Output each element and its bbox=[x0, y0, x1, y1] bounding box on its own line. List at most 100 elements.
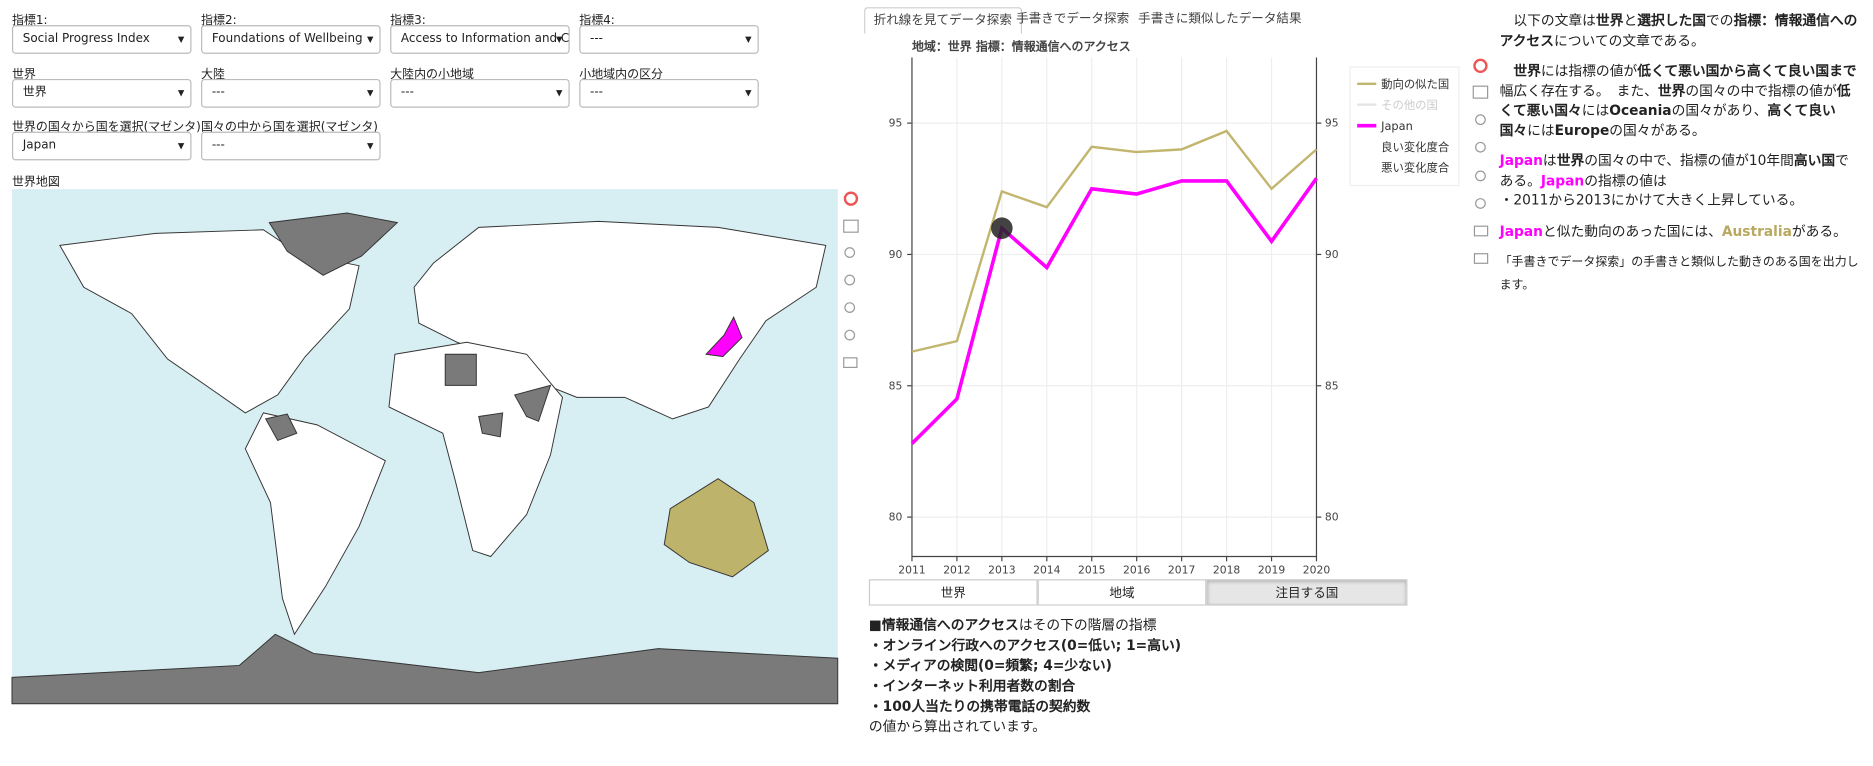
text-segment: Australia bbox=[1721, 222, 1792, 239]
chart-toolbar bbox=[1472, 58, 1489, 264]
text-segment: 世界 bbox=[1657, 81, 1686, 99]
select-tool[interactable] bbox=[844, 274, 856, 286]
dropdown[interactable]: Social Progress Index bbox=[11, 25, 192, 54]
logo bbox=[843, 191, 859, 206]
select-tool[interactable] bbox=[1475, 141, 1486, 153]
paragraph: ・2011から2013にかけて大きく上昇している。 bbox=[1500, 190, 1861, 210]
reset-tool[interactable] bbox=[844, 329, 856, 341]
dropdown[interactable]: Japan bbox=[11, 131, 192, 161]
paragraph: ・メディアの検閲(0=頻繁; 4=少ない) bbox=[869, 656, 1181, 676]
hover-tool[interactable] bbox=[843, 357, 858, 369]
text-segment: 高くて良い国々 bbox=[1499, 101, 1836, 139]
highlight-point bbox=[991, 217, 1013, 239]
text-segment: Europe bbox=[1554, 121, 1610, 139]
button[interactable]: 地域 bbox=[1037, 579, 1207, 606]
paragraph: 世界には指標の値が低くて悪い国から高くて良い国まで幅広く存在する。 また、世界の… bbox=[1500, 61, 1861, 140]
zoom-tool[interactable] bbox=[1475, 114, 1486, 126]
dropdown[interactable]: Access to Information and Co bbox=[390, 25, 570, 54]
wheel-zoom-tool[interactable] bbox=[844, 302, 856, 313]
text-segment: ・2011から2013にかけて大きく上昇している。 bbox=[1499, 191, 1804, 209]
text-segment: Japan bbox=[1499, 151, 1543, 169]
x-tick-label: 2015 bbox=[1078, 563, 1105, 576]
paragraph: Japanは世界の国々の中で、指標の値が10年間高い国である。Japanの指標の… bbox=[1500, 151, 1861, 190]
control: 指標3: Access to Information and Co bbox=[390, 10, 570, 54]
x-tick-label: 2016 bbox=[1123, 563, 1151, 576]
legend-label: 動向の似た国 bbox=[1381, 77, 1449, 91]
text-segment: ・100人当たりの携帯電話の契約数 bbox=[868, 697, 1091, 715]
y2-tick-label: 80 bbox=[1325, 511, 1339, 524]
control: 大陸 --- bbox=[201, 63, 381, 108]
legend-label: Japan bbox=[1380, 119, 1413, 133]
summary: 以下の文章は世界と選択した国での指標：情報通信へのアクセスについての文章である。… bbox=[1500, 11, 1861, 307]
text-segment: には bbox=[1527, 121, 1555, 139]
series-line bbox=[910, 177, 1318, 445]
legend-label: その他の国 bbox=[1381, 98, 1438, 112]
reset-tool[interactable] bbox=[1475, 198, 1486, 209]
somalia bbox=[513, 384, 552, 422]
text-segment: と bbox=[1623, 11, 1638, 29]
venezuela bbox=[264, 413, 298, 442]
pan-tool[interactable] bbox=[843, 219, 859, 233]
button[interactable]: 注目する国 bbox=[1206, 579, 1408, 606]
y-tick-label: 85 bbox=[889, 379, 903, 392]
dropdown[interactable]: --- bbox=[579, 25, 759, 54]
text-segment: での bbox=[1706, 11, 1734, 29]
series-line bbox=[911, 129, 1318, 353]
text-segment: Japan bbox=[1499, 222, 1543, 239]
dropdown[interactable]: --- bbox=[201, 78, 381, 108]
text-segment: と似た動向のあった国には、 bbox=[1542, 222, 1722, 239]
pan-tool[interactable] bbox=[1472, 85, 1489, 99]
text-segment: は bbox=[1542, 151, 1557, 169]
dropdown[interactable]: --- bbox=[579, 78, 759, 108]
japan bbox=[705, 316, 743, 358]
text-segment: の国々の中で指標の値が bbox=[1685, 81, 1837, 99]
control: 指標1: Social Progress Index bbox=[11, 10, 192, 54]
text-segment: 世界 bbox=[1556, 151, 1585, 169]
hover-tool[interactable] bbox=[1473, 253, 1489, 264]
x-tick-label: 2019 bbox=[1258, 563, 1286, 576]
libya bbox=[444, 353, 477, 386]
text-segment: 世界 bbox=[1595, 11, 1624, 29]
y2-tick-label: 85 bbox=[1325, 379, 1339, 392]
x-tick-label: 2020 bbox=[1303, 563, 1331, 576]
world-map bbox=[11, 189, 839, 705]
logo bbox=[1473, 58, 1488, 74]
text-segment: である。 bbox=[1499, 151, 1849, 189]
x-tick-label: 2013 bbox=[988, 563, 1015, 576]
text-segment: ■情報通信へのアクセス bbox=[868, 616, 1019, 634]
legend-label: 良い変化度合 bbox=[1381, 140, 1449, 154]
zoom-tool[interactable] bbox=[844, 247, 856, 258]
map-title: 世界地図 bbox=[11, 175, 60, 190]
text-segment: の指標の値は bbox=[1584, 171, 1667, 189]
paragraph: 以下の文章は世界と選択した国での指標：情報通信へのアクセスについての文章である。 bbox=[1500, 11, 1861, 50]
text-segment: ・メディアの検閲(0=頻繁; 4=少ない) bbox=[868, 657, 1112, 674]
x-tick-label: 2018 bbox=[1213, 563, 1241, 576]
dropdown[interactable]: 世界 bbox=[11, 78, 192, 108]
wheel-zoom-tool[interactable] bbox=[1475, 170, 1486, 182]
text-segment: 低くて悪い国から高くて良い国まで bbox=[1637, 62, 1857, 79]
text-segment: 以下の文章は bbox=[1499, 11, 1596, 29]
paragraph: Japanと似た動向のあった国には、Australiaがある。 bbox=[1500, 221, 1861, 241]
button[interactable]: 世界 bbox=[868, 579, 1038, 606]
y-tick-label: 80 bbox=[889, 511, 903, 524]
hover-tool[interactable] bbox=[1473, 225, 1489, 237]
chart-title: 地域：世界 指標：情報通信へのアクセス bbox=[912, 38, 1131, 53]
y-tick-label: 95 bbox=[889, 117, 903, 130]
description: ■情報通信へのアクセスはその下の階層の指標 ・オンライン行政へのアクセス(0=低い… bbox=[869, 615, 1181, 737]
x-tick-label: 2014 bbox=[1033, 563, 1061, 576]
dropdown[interactable]: --- bbox=[390, 78, 570, 108]
text-segment: の国々があり、 bbox=[1671, 101, 1768, 119]
tab[interactable]: 折れ線を見てデータ探索 bbox=[864, 7, 1022, 34]
text-segment: ・オンライン行政へのアクセス(0=低い; 1=高い) bbox=[868, 636, 1182, 654]
control: 世界の国々から国を選択(マゼンタ) Japan bbox=[11, 116, 201, 161]
dropdown[interactable]: --- bbox=[201, 131, 381, 161]
tab[interactable]: 手書きに類似したデータ結果 bbox=[1138, 11, 1302, 27]
text-segment: 世界 bbox=[1513, 62, 1541, 79]
paragraph: ・インターネット利用者数の割合 bbox=[869, 676, 1181, 696]
dropdown[interactable]: Foundations of Wellbeing bbox=[201, 25, 381, 54]
tab[interactable]: 手書きでデータ探索 bbox=[1016, 11, 1130, 27]
text-segment: の値から算出されています。 bbox=[868, 718, 1047, 735]
x-tick-label: 2011 bbox=[898, 563, 925, 576]
y2-tick-label: 95 bbox=[1325, 117, 1339, 130]
control: 指標4: --- bbox=[579, 10, 759, 54]
